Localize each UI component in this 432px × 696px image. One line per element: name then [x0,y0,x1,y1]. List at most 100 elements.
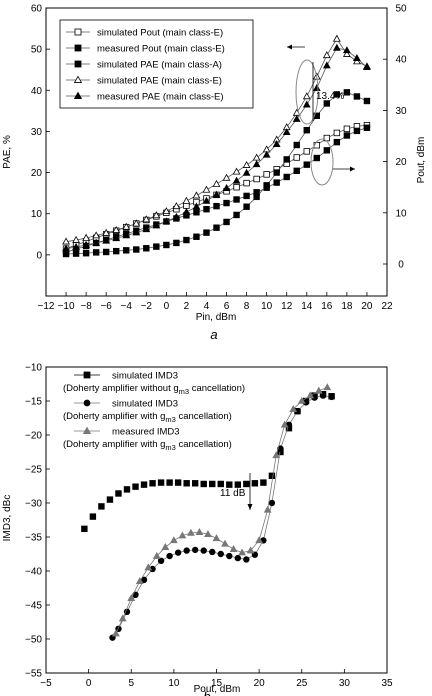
data-point [191,480,199,487]
data-point [162,217,171,225]
data-point [263,171,270,178]
legend-label: simulated PAE (main class-A) [97,60,222,71]
x-tick-label: 20 [361,301,373,312]
data-point [333,138,341,146]
data-point [226,552,233,560]
data-point [283,156,290,163]
legend-label: simulated IMD3 [112,399,178,410]
data-point [252,160,261,168]
data-point [169,536,178,544]
data-point [209,548,216,556]
data-point [212,534,221,542]
data-point [212,190,221,198]
x-axis-label-a: Pin, dBm [196,312,237,323]
data-point [333,129,341,137]
y2-tick-label: 40 [395,55,407,66]
y2-tick-label: 20 [395,157,407,168]
data-point [157,479,165,486]
x-tick-label: 12 [281,301,293,312]
x-tick-label: 22 [381,301,393,312]
data-point [293,154,300,161]
x-tick-label: −2 [141,301,153,312]
data-point [81,525,88,533]
y-tick-label: −40 [25,567,42,578]
x-tick-label: 15 [211,678,223,689]
data-point [62,237,70,245]
data-point [223,218,230,226]
legend-marker [74,28,82,36]
x-tick-label: 16 [321,301,333,312]
data-point [166,552,173,560]
data-point [157,557,165,564]
data-point [202,196,211,204]
data-point [262,150,271,158]
data-point [353,54,361,61]
series-a-3 [62,34,371,245]
x-tick-label: −5 [40,678,52,689]
data-point [289,404,298,412]
data-point [217,550,224,558]
data-point [127,594,136,601]
data-point [319,392,327,399]
legend-marker [82,426,92,434]
data-point [272,451,281,459]
legend-label: measured PAE (main class-E) [97,92,224,103]
data-point [149,480,156,487]
y-ticks-b: −55 −50 −45 −40 −35 −30 −25 −20 −15 −10 [25,363,50,680]
data-point [152,551,161,559]
x-tick-label: −8 [80,301,92,312]
legend-marker [83,399,91,407]
data-point [343,132,351,139]
x-ticks-a: −12 −10 −8 −6 −4 −2 0 2 4 6 8 10 12 14 16 18 20 22 [38,292,393,312]
data-point [251,480,259,487]
data-point [280,420,289,428]
legend-entry: simulated IMD3(Doherty amplifier without… [63,371,245,397]
data-point [173,239,180,247]
data-point [123,247,130,254]
data-point [312,84,321,92]
legend-a: simulated Pout (main class-E) measured Po… [59,19,254,109]
panel-label-a: a [210,327,217,342]
data-point [255,536,264,544]
data-point [243,480,250,488]
data-point [234,554,242,562]
x-ticks-b: −5 0 5 10 15 20 25 30 35 [40,669,393,689]
data-point [178,531,187,539]
data-point [72,235,80,243]
data-point [292,114,301,122]
x-tick-label: 6 [224,301,230,312]
data-point [153,243,160,250]
data-point [102,236,111,244]
chart-b: −5 0 5 10 15 20 25 30 35 −55−50−45−40−35−30−25−2… [2,363,393,696]
data-point [226,481,233,488]
data-point [195,528,204,536]
data-point [353,127,361,135]
series-a-4 [62,43,371,252]
y-ticks-a: 0 10 20 30 40 50 60 [31,4,50,261]
data-point [193,233,200,240]
data-point [187,528,195,536]
data-point [222,173,231,181]
data-point [323,100,331,107]
data-point [323,147,331,154]
data-point [243,179,250,187]
y2-ticks-a: 0 10 20 30 40 50 [383,4,407,271]
x-tick-label: 35 [381,678,393,689]
y2-axis-label-a: Pout, dBm [416,137,427,184]
y-tick-label: −45 [25,601,42,612]
data-point [113,247,120,255]
y-tick-label: 30 [31,127,43,138]
y2-tick-label: 0 [398,260,404,271]
data-point [229,545,238,553]
data-point [293,167,300,175]
x-tick-label: 0 [86,678,92,689]
x-tick-label: 10 [261,301,273,312]
x-tick-label: −4 [121,301,133,312]
data-point [182,207,191,215]
data-point [183,236,190,244]
data-point [209,480,216,488]
panel-label-b: b [203,689,210,696]
pout-arrow-head [350,166,355,172]
annotation-13-4: 13.4% [316,91,344,102]
